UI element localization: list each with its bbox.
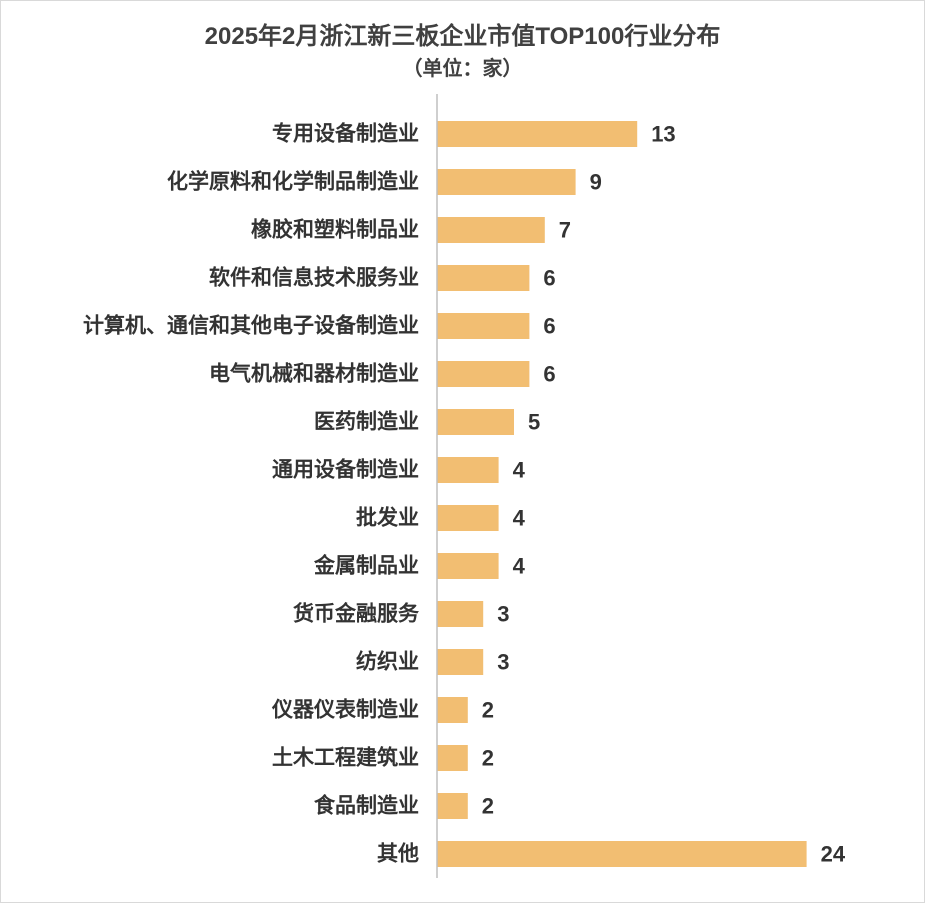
data-label: 4	[513, 506, 526, 531]
bar	[437, 409, 514, 435]
data-label: 2	[482, 698, 494, 723]
bar	[437, 505, 499, 531]
chart-subtitle: （单位：家）	[402, 58, 523, 80]
category-label: 土木工程建筑业	[272, 746, 419, 770]
category-label: 橡胶和塑料制品业	[251, 218, 419, 242]
bar	[437, 313, 530, 339]
bar	[437, 697, 468, 723]
bar	[437, 217, 545, 243]
data-label: 2	[482, 794, 494, 819]
bar	[437, 553, 499, 579]
category-labels-group: 专用设备制造业化学原料和化学制品制造业橡胶和塑料制品业软件和信息技术服务业计算机…	[83, 122, 420, 866]
category-label: 批发业	[356, 506, 419, 530]
bar	[437, 841, 807, 867]
bar	[437, 793, 468, 819]
bars-group	[437, 121, 807, 867]
data-label: 4	[513, 458, 526, 483]
data-label: 6	[543, 314, 555, 339]
category-label: 货币金融服务	[293, 602, 420, 626]
category-label: 医药制造业	[314, 410, 419, 434]
chart-title: 2025年2月浙江新三板企业市值TOP100行业分布	[204, 23, 721, 50]
category-label: 计算机、通信和其他电子设备制造业	[83, 314, 419, 338]
category-label: 食品制造业	[314, 794, 419, 818]
category-label: 其他	[377, 842, 419, 866]
category-label: 软件和信息技术服务业	[209, 266, 419, 290]
bar	[437, 457, 499, 483]
category-label: 金属制品业	[313, 554, 419, 578]
bar	[437, 121, 638, 147]
category-label: 电气机械和器材制造业	[209, 362, 419, 386]
category-label: 化学原料和化学制品制造业	[167, 170, 419, 194]
bar	[437, 745, 468, 771]
bar	[437, 265, 530, 291]
category-label: 仪器仪表制造业	[271, 698, 419, 722]
bar	[437, 361, 530, 387]
data-label: 4	[513, 554, 526, 579]
data-label: 7	[559, 218, 571, 243]
category-label: 通用设备制造业	[272, 458, 419, 482]
data-label: 6	[543, 266, 555, 291]
data-label: 6	[543, 362, 555, 387]
bar	[437, 169, 576, 195]
data-label: 3	[497, 650, 509, 675]
bar	[437, 649, 484, 675]
data-label: 2	[482, 746, 494, 771]
bar	[437, 601, 484, 627]
data-label: 3	[497, 602, 509, 627]
data-label: 9	[590, 170, 602, 195]
data-label: 13	[651, 122, 675, 147]
category-label: 纺织业	[356, 650, 419, 674]
data-label: 24	[821, 842, 846, 867]
category-label: 专用设备制造业	[272, 122, 419, 146]
data-label: 5	[528, 410, 540, 435]
